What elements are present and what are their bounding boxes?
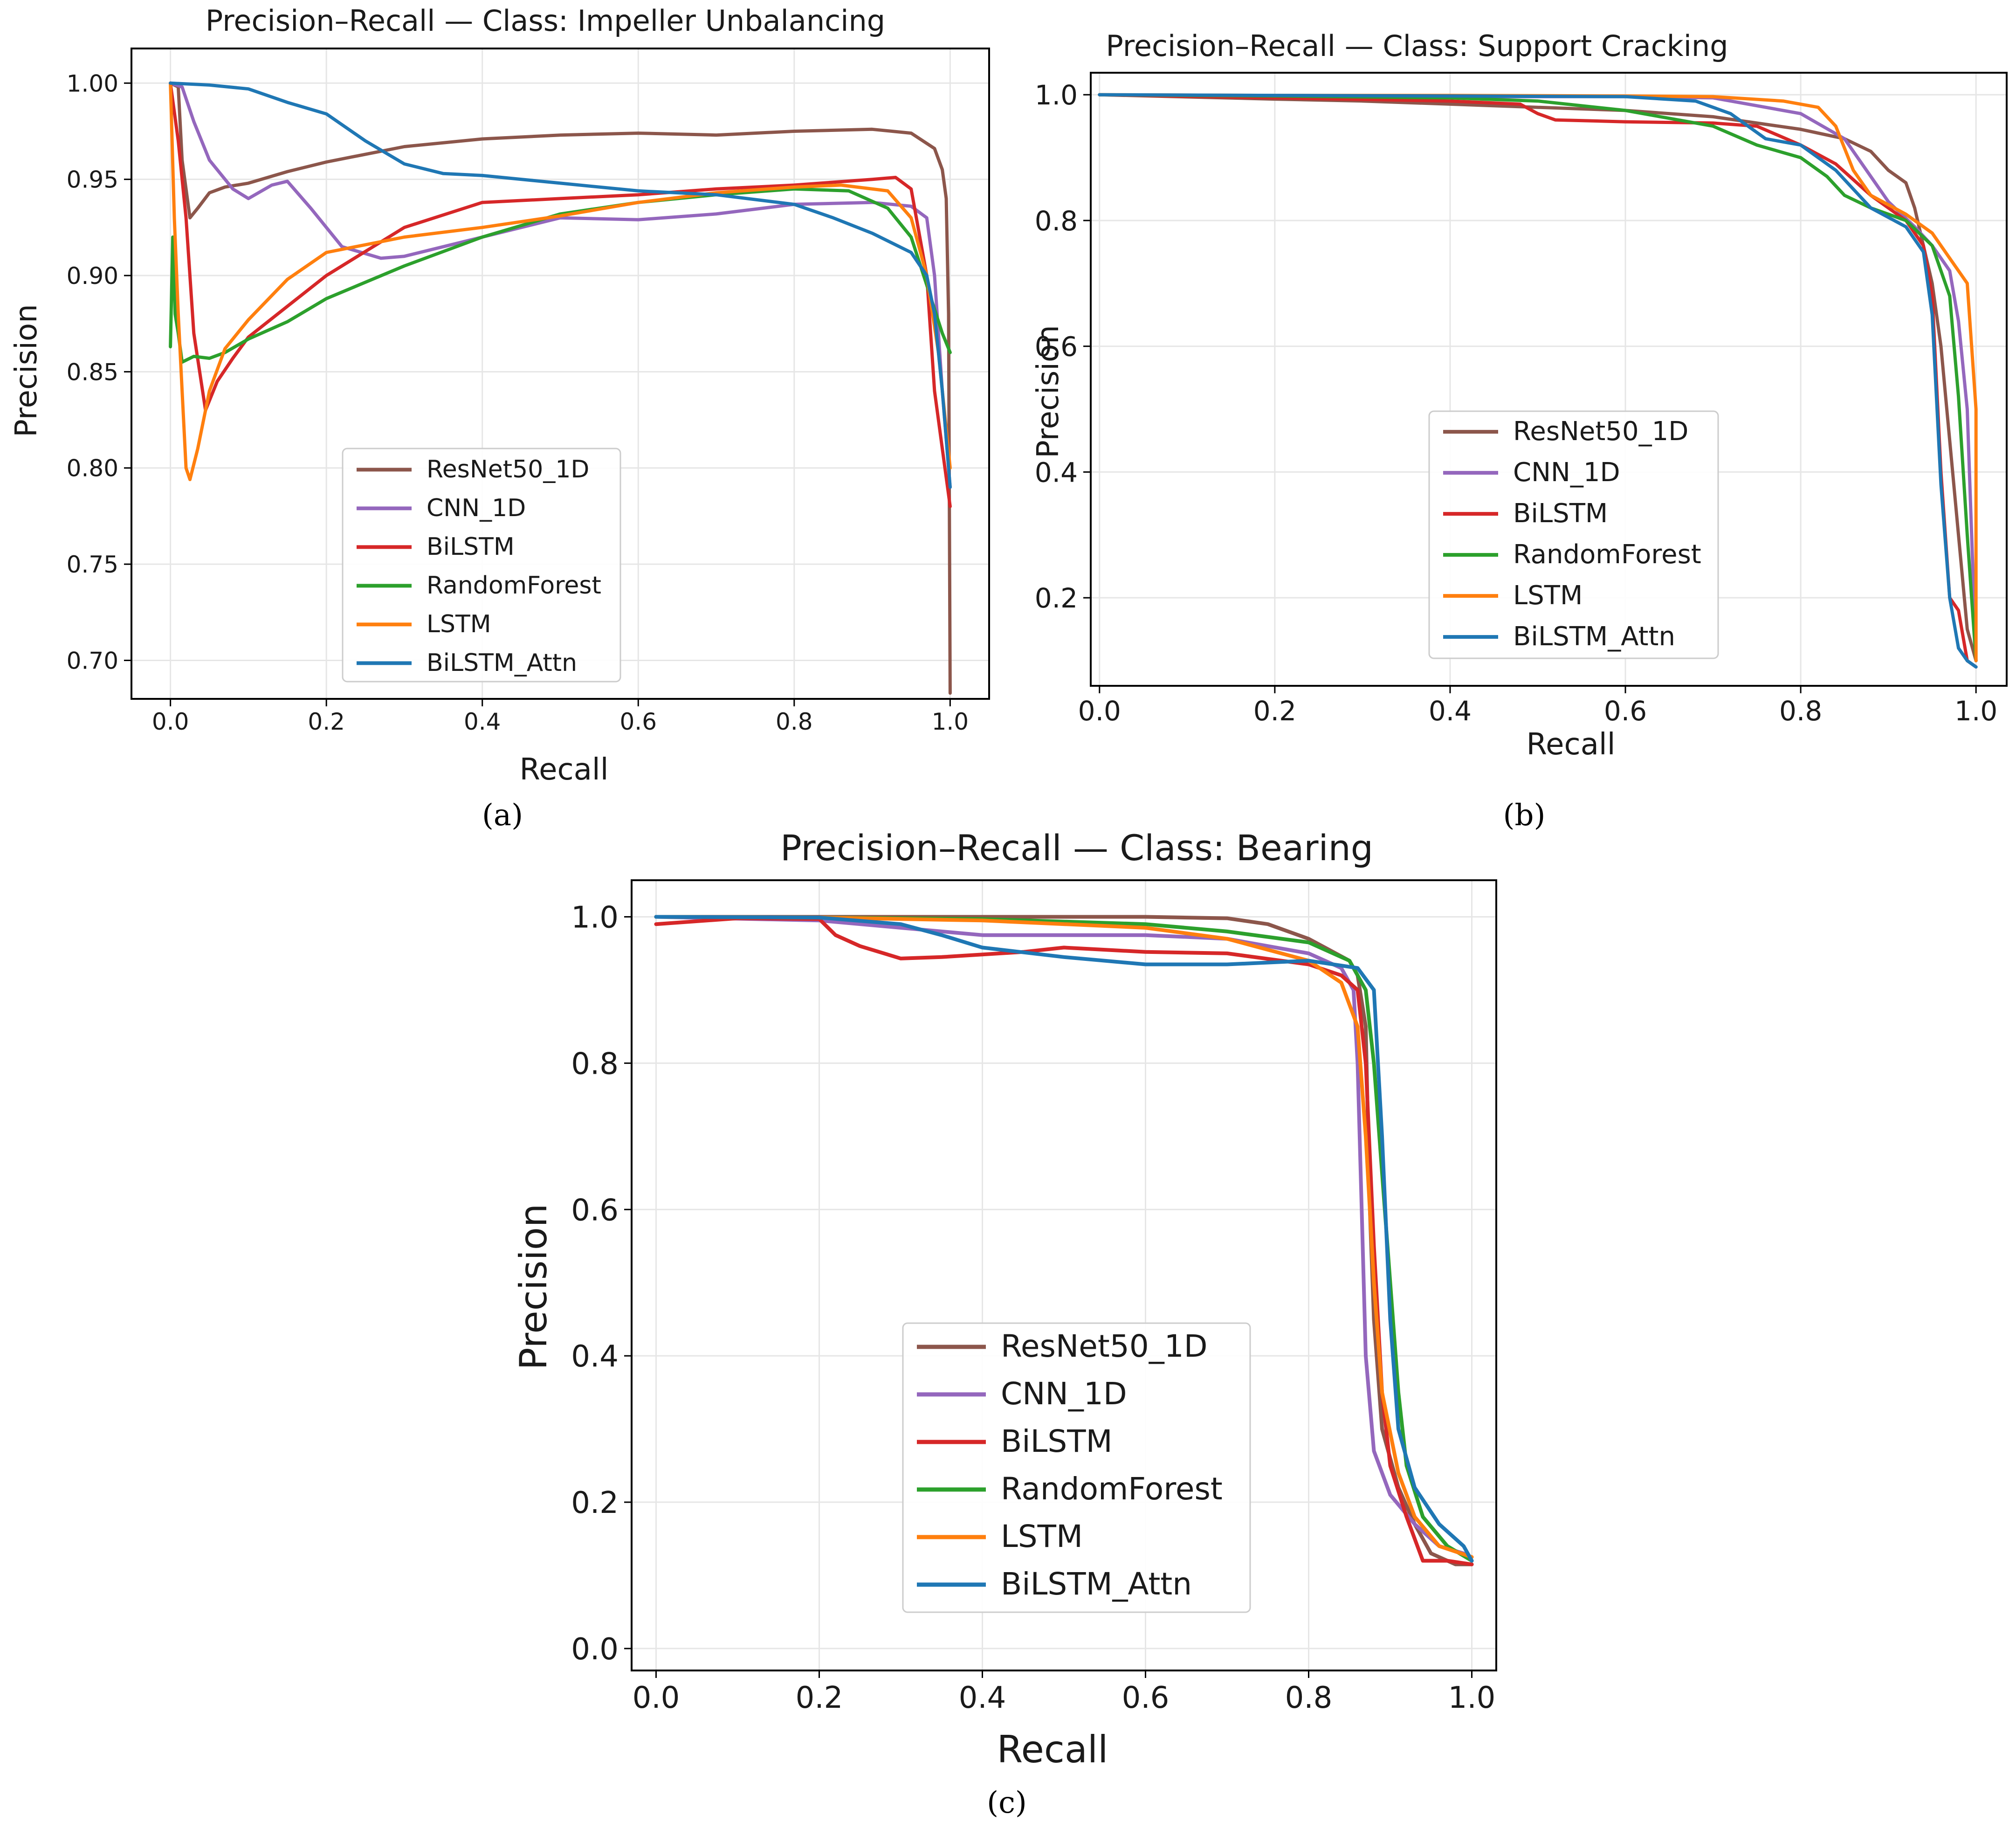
y-tick-label: 0.6	[571, 1193, 619, 1228]
panel-a-legend: ResNet50_1D CNN_1D BiLSTM RandomForest LSTM B…	[342, 448, 621, 683]
y-tick-label: 1.0	[571, 901, 619, 935]
legend-entry: BiLSTM_Attn	[427, 649, 577, 677]
legend-entry: RandomForest	[1001, 1471, 1223, 1507]
panel-b-legend: ResNet50_1D CNN_1D BiLSTM RandomForest LSTM B…	[1428, 410, 1719, 659]
legend-box	[342, 448, 621, 683]
panel-c-legend: ResNet50_1D CNN_1D BiLSTM RandomForest LSTM B…	[902, 1322, 1251, 1613]
panel-c-title: Precision–Recall — Class: Bearing	[780, 827, 1373, 869]
x-tick-label: 0.0	[633, 1681, 680, 1715]
y-tick-label: 0.90	[67, 262, 118, 290]
x-tick-label: 0.8	[776, 708, 813, 735]
x-tick-label: 0.2	[308, 708, 345, 735]
series-line-resnet50-1d	[1098, 93, 1978, 663]
series-line-bilstm-attn	[1098, 93, 1978, 669]
x-tick-label: 1.0	[932, 708, 969, 735]
panel-a-impeller-unbalancing: 0.0 0.2 0.4 0.6 0.8 1.0 0.70 0.75 0.80 0.85 0.90 0.…	[9, 4, 990, 833]
legend-entry: CNN_1D	[1001, 1376, 1127, 1412]
panel-c-plot-frame	[631, 879, 1497, 1671]
x-tick-label: 0.6	[1122, 1681, 1170, 1715]
panel-b-ticks: 0.0 0.2 0.4 0.6 0.8 1.0 0.2 0.4 0.6 0.8 1.0	[1035, 79, 1998, 727]
y-tick-label: 0.8	[571, 1047, 619, 1081]
x-tick-label: 0.4	[959, 1681, 1006, 1715]
legend-entry: LSTM	[1001, 1518, 1083, 1554]
x-tick-label: 1.0	[1448, 1681, 1496, 1715]
y-tick-label: 1.0	[1035, 79, 1078, 111]
x-tick-label: 0.4	[464, 708, 501, 735]
x-tick-label: 0.6	[1604, 695, 1647, 727]
panel-c-bearing: 0.0 0.2 0.4 0.6 0.8 1.0 0.0 0.2 0.4 0.6 0.8 1.0 Pre…	[512, 827, 1497, 1820]
x-tick-label: 0.2	[796, 1681, 843, 1715]
legend-entry: BiLSTM	[427, 533, 515, 561]
legend-entry: CNN_1D	[1513, 457, 1620, 488]
panel-c-x-axis-label: Recall	[997, 1728, 1108, 1771]
panel-a-title: Precision–Recall — Class: Impeller Unbal…	[206, 4, 885, 38]
y-tick-label: 0.4	[571, 1339, 619, 1374]
y-tick-label: 0.4	[1035, 456, 1078, 488]
panel-b-x-axis-label: Recall	[1527, 727, 1616, 762]
y-tick-label: 0.95	[67, 166, 118, 193]
legend-box	[902, 1322, 1251, 1613]
panel-b-plot-frame	[1090, 72, 2008, 687]
x-tick-label: 0.8	[1779, 695, 1822, 727]
panel-a-x-axis-label: Recall	[520, 752, 609, 787]
y-tick-label: 0.6	[1035, 331, 1078, 363]
y-tick-label: 1.00	[67, 70, 118, 97]
panel-a-y-axis-label: Precision	[9, 304, 44, 437]
x-tick-label: 0.8	[1285, 1681, 1333, 1715]
series-line-bilstm-attn	[654, 915, 1474, 1563]
series-line-randomforest	[1098, 93, 1978, 663]
legend-entry: BiLSTM	[1513, 498, 1608, 529]
panel-b-caption: (b)	[1503, 798, 1546, 833]
legend-entry: ResNet50_1D	[1513, 416, 1688, 447]
panel-a-caption: (a)	[482, 798, 523, 833]
series-line-lstm	[654, 915, 1474, 1559]
x-tick-label: 1.0	[1954, 695, 1997, 727]
legend-entry: BiLSTM	[1001, 1423, 1113, 1459]
panel-b-series	[1098, 93, 1978, 669]
series-line-lstm	[169, 81, 952, 481]
panel-c-y-axis-label: Precision	[512, 1204, 555, 1370]
y-tick-label: 0.2	[571, 1486, 619, 1520]
series-line-bilstm	[169, 81, 952, 508]
series-line-cnn-1d	[654, 915, 1474, 1563]
y-tick-label: 0.85	[67, 359, 118, 386]
legend-entry: ResNet50_1D	[1001, 1328, 1208, 1364]
series-line-resnet50-1d	[169, 81, 952, 695]
panel-c-ticks: 0.0 0.2 0.4 0.6 0.8 1.0 0.0 0.2 0.4 0.6 0.8 1.0	[571, 901, 1495, 1715]
panel-c-series	[654, 915, 1474, 1567]
legend-entry: RandomForest	[1513, 539, 1701, 570]
legend-entry: RandomForest	[427, 572, 601, 600]
x-tick-label: 0.0	[1078, 695, 1121, 727]
panel-a-plot-frame	[131, 48, 990, 700]
legend-entry: ResNet50_1D	[427, 456, 589, 483]
legend-entry: LSTM	[427, 610, 491, 638]
panel-b-support-cracking: 0.0 0.2 0.4 0.6 0.8 1.0 0.2 0.4 0.6 0.8 1.0 Precis…	[1031, 29, 2008, 833]
panel-c-caption: (c)	[987, 1786, 1027, 1820]
panel-b-title-suffix: Support Cracking	[1478, 29, 1728, 63]
panel-a-series	[169, 81, 952, 695]
x-tick-label: 0.6	[620, 708, 657, 735]
legend-entry: BiLSTM_Attn	[1513, 621, 1675, 652]
legend-box	[1428, 410, 1719, 659]
legend-entry: LSTM	[1513, 580, 1583, 611]
series-line-bilstm	[654, 916, 1474, 1567]
y-tick-label: 0.70	[67, 647, 118, 674]
y-tick-label: 0.75	[67, 551, 118, 578]
x-tick-label: 0.2	[1253, 695, 1296, 727]
y-tick-label: 0.2	[1035, 582, 1078, 614]
panel-b-y-axis-label: Precision	[1031, 325, 1066, 458]
series-line-randomforest	[654, 915, 1474, 1563]
panel-a-ticks: 0.0 0.2 0.4 0.6 0.8 1.0 0.70 0.75 0.80 0.85 0.90 0.…	[67, 70, 969, 735]
x-tick-label: 0.4	[1429, 695, 1472, 727]
panel-b-title-prefix: Precision–Recall — Class:	[1106, 29, 1468, 63]
y-tick-label: 0.8	[1035, 205, 1078, 237]
legend-entry: BiLSTM_Attn	[1001, 1566, 1192, 1602]
y-tick-label: 0.80	[67, 455, 118, 482]
legend-entry: CNN_1D	[427, 494, 526, 522]
panel-b-title: Precision–Recall — Class: Support Cracki…	[1106, 29, 1728, 63]
x-tick-label: 0.0	[152, 708, 189, 735]
y-tick-label: 0.0	[571, 1632, 619, 1667]
series-line-bilstm-attn	[169, 81, 952, 489]
